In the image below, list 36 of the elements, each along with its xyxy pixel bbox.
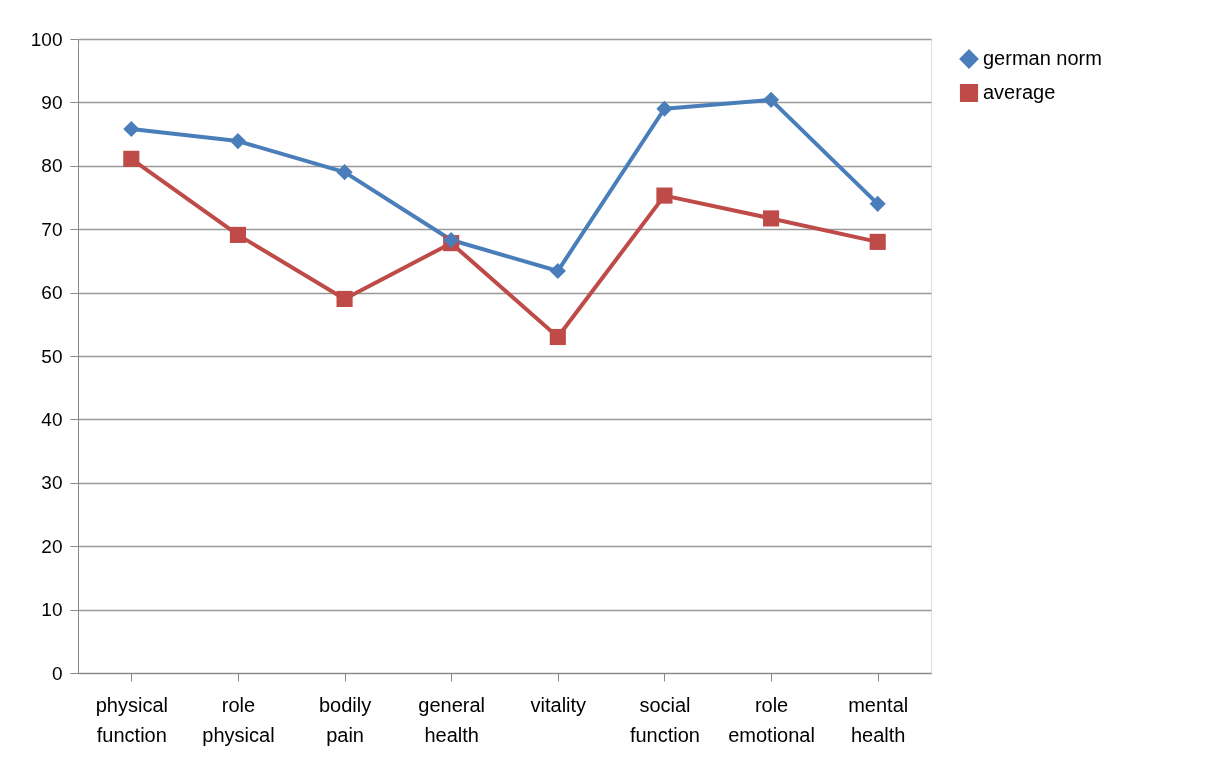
y-tick-label: 20 [41, 535, 63, 557]
x-tick-label: role emotional [728, 693, 815, 746]
point [549, 262, 566, 280]
y-tick-label: 0 [51, 662, 63, 684]
point [123, 120, 140, 138]
point [763, 91, 780, 108]
point [443, 231, 460, 249]
x-tick-label: mental health [848, 693, 909, 746]
y-tick-label: 50 [41, 345, 63, 367]
point [336, 290, 353, 307]
y-tick-label: 60 [41, 282, 63, 304]
point [336, 164, 353, 181]
point [763, 210, 780, 227]
y-tick-label: 10 [41, 599, 63, 621]
point [229, 133, 246, 150]
x-tick-label: bodily pain [318, 693, 372, 746]
point [656, 187, 673, 204]
x-tick-label: physical function [95, 693, 168, 746]
legend-label: average [983, 81, 1056, 103]
point [229, 226, 246, 243]
x-tick-label: social function [629, 693, 700, 746]
y-tick-label: 40 [41, 408, 63, 430]
point [123, 150, 140, 167]
y-tick-label: 100 [30, 28, 63, 50]
point [869, 195, 886, 212]
legend-label: german norm [983, 47, 1102, 69]
x-tick-label: role physical [202, 693, 275, 746]
y-tick-label: 80 [41, 155, 63, 177]
point [869, 233, 886, 250]
y-tick-label: 70 [41, 218, 63, 240]
x-tick-label: general health [418, 693, 486, 746]
point [656, 100, 673, 117]
y-tick-label: 90 [41, 91, 63, 113]
point [549, 328, 566, 346]
y-tick-label: 30 [41, 472, 63, 494]
x-tick-label: vitality [530, 693, 587, 716]
